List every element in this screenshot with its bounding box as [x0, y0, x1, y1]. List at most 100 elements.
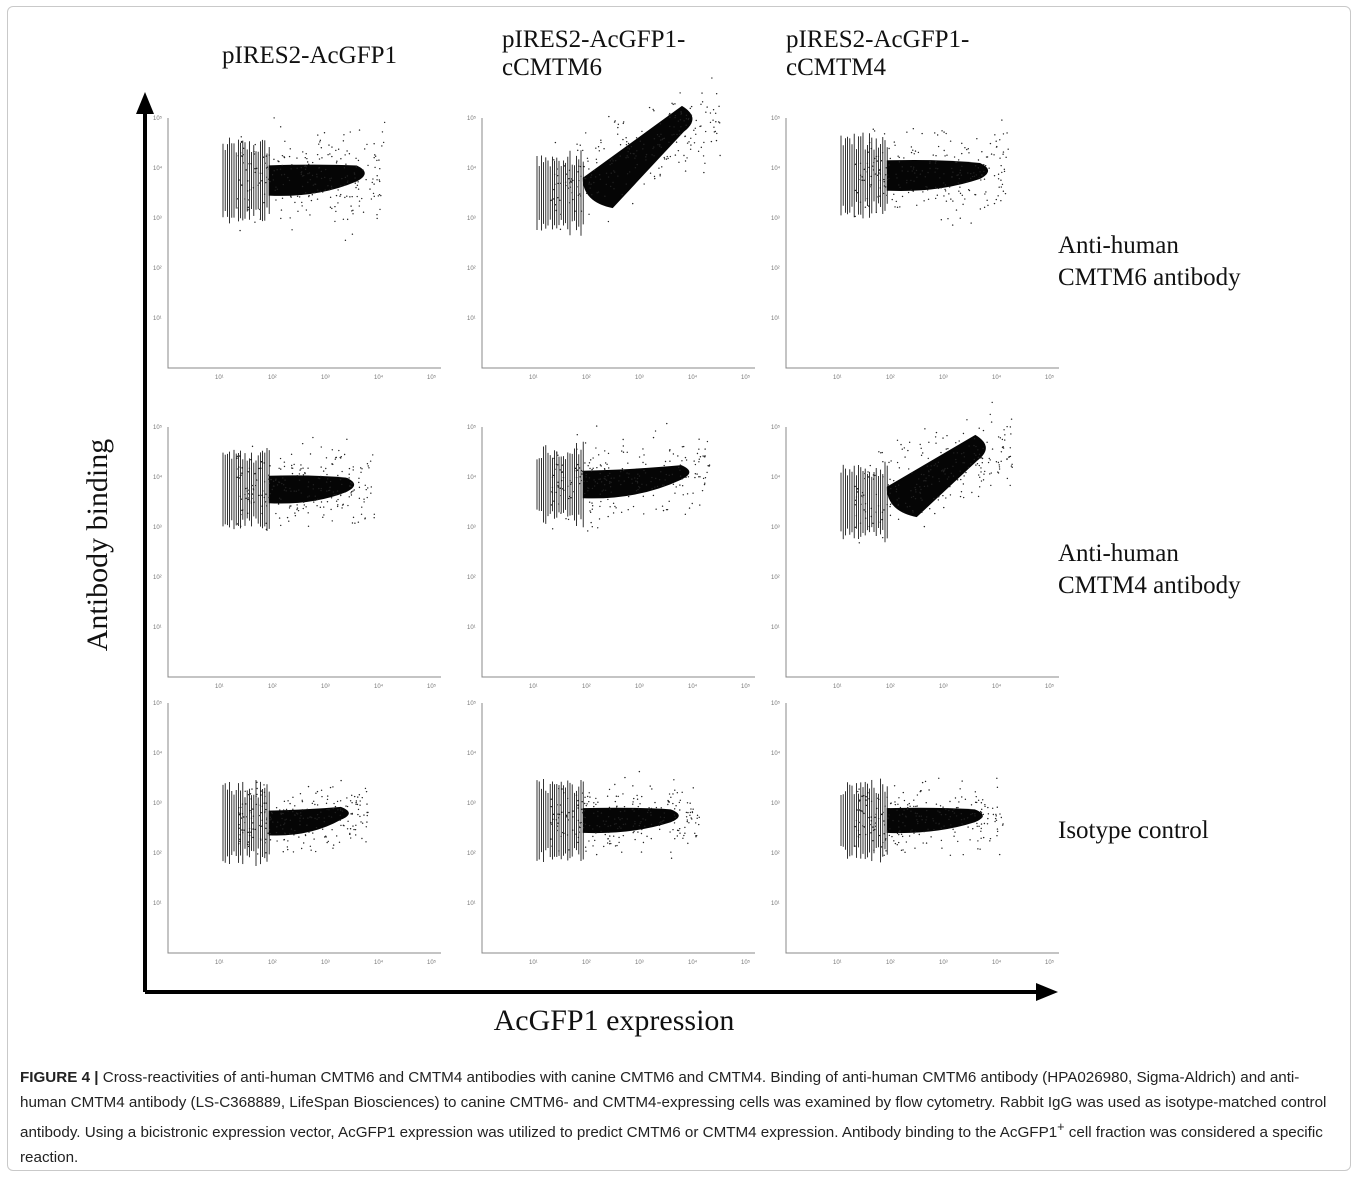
event-point — [300, 847, 303, 850]
event-point — [988, 457, 990, 460]
event-point — [579, 195, 582, 197]
event-point — [288, 507, 291, 509]
event-point — [914, 831, 917, 833]
event-point — [923, 200, 925, 202]
event-point — [626, 451, 628, 453]
event-point — [645, 156, 647, 158]
event-point — [584, 442, 587, 444]
event-point — [265, 505, 268, 507]
event-point — [370, 198, 373, 200]
event-point — [998, 464, 1000, 466]
event-point — [953, 808, 955, 810]
event-point — [1004, 434, 1006, 436]
event-point — [689, 148, 692, 150]
event-point — [944, 813, 947, 816]
event-point — [370, 486, 373, 488]
caption-superscript: + — [1057, 1120, 1065, 1134]
panel-axes — [481, 427, 755, 678]
event-point — [307, 496, 309, 498]
event-point — [982, 479, 985, 481]
event-point — [969, 839, 971, 841]
event-point — [614, 159, 617, 162]
event-point — [897, 518, 900, 521]
event-point — [561, 464, 564, 466]
y-tick-label: 10² — [467, 266, 476, 272]
event-point — [280, 813, 282, 816]
event-point — [956, 452, 959, 454]
event-point — [334, 458, 337, 460]
event-point — [330, 185, 333, 188]
event-point — [966, 817, 969, 819]
event-point — [901, 166, 903, 168]
event-point — [288, 179, 291, 182]
event-point — [593, 812, 595, 815]
event-point — [310, 849, 312, 851]
event-point — [878, 451, 880, 453]
event-point — [1001, 119, 1003, 121]
event-point — [977, 840, 979, 842]
event-point — [872, 169, 875, 171]
event-point — [873, 849, 875, 851]
event-point — [588, 183, 590, 185]
event-point — [254, 484, 257, 487]
event-point — [581, 800, 583, 803]
event-point — [948, 809, 950, 812]
event-point — [331, 520, 333, 522]
event-point — [594, 176, 597, 178]
event-point — [339, 478, 342, 481]
event-point — [354, 177, 356, 179]
event-point — [638, 770, 641, 773]
event-point — [597, 810, 599, 813]
event-point — [578, 831, 581, 833]
event-point — [583, 165, 585, 168]
event-density-core — [582, 807, 679, 834]
event-point — [346, 438, 348, 441]
event-point — [372, 454, 374, 456]
event-point — [867, 476, 870, 478]
event-point — [265, 802, 267, 804]
event-point — [247, 831, 249, 834]
y-tick-label: 10¹ — [153, 901, 162, 907]
event-point — [632, 202, 634, 205]
event-point — [686, 142, 689, 144]
event-point — [670, 857, 673, 859]
event-point — [337, 148, 340, 150]
event-point — [673, 133, 675, 136]
event-point — [643, 469, 645, 472]
event-point — [635, 480, 637, 482]
event-point — [1008, 455, 1010, 458]
event-point — [990, 153, 993, 155]
event-point — [975, 454, 977, 456]
event-point — [884, 186, 887, 188]
event-point — [292, 851, 295, 853]
event-point — [321, 828, 324, 830]
event-point — [316, 504, 318, 507]
event-point — [986, 156, 989, 158]
event-point — [925, 802, 927, 804]
event-point — [301, 185, 304, 188]
event-point — [985, 191, 987, 193]
event-point — [358, 497, 361, 500]
event-point — [335, 210, 337, 213]
event-point — [962, 432, 965, 435]
event-point — [335, 500, 338, 502]
event-point — [993, 175, 996, 177]
event-point — [590, 176, 592, 179]
event-point — [588, 501, 591, 503]
event-point — [376, 179, 378, 181]
event-point — [976, 463, 979, 465]
y-tick-label: 10² — [153, 851, 162, 857]
event-point — [341, 470, 343, 473]
event-point — [312, 832, 314, 834]
event-point — [570, 178, 573, 180]
event-point — [674, 816, 676, 819]
event-point — [900, 443, 902, 446]
event-point — [1009, 447, 1011, 449]
event-point — [599, 464, 602, 466]
event-point — [283, 465, 286, 468]
event-point — [669, 449, 671, 451]
event-point — [624, 823, 627, 825]
event-point — [296, 167, 298, 170]
event-point — [570, 481, 573, 484]
